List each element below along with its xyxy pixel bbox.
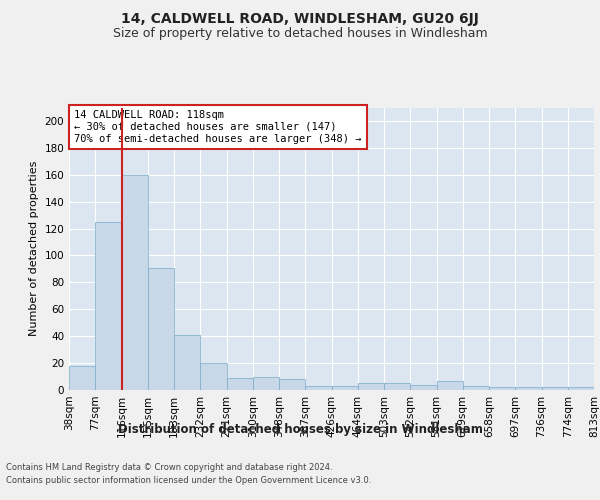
Text: 14, CALDWELL ROAD, WINDLESHAM, GU20 6JJ: 14, CALDWELL ROAD, WINDLESHAM, GU20 6JJ [121, 12, 479, 26]
Bar [384, 384, 410, 390]
Bar [331, 386, 358, 390]
Bar [515, 388, 542, 390]
Bar [568, 388, 594, 390]
Bar [227, 378, 253, 390]
Text: 14 CALDWELL ROAD: 118sqm
← 30% of detached houses are smaller (147)
70% of semi-: 14 CALDWELL ROAD: 118sqm ← 30% of detach… [74, 110, 362, 144]
Bar [279, 379, 305, 390]
Bar [305, 386, 331, 390]
Bar [69, 366, 95, 390]
Bar [121, 175, 148, 390]
Text: Contains HM Land Registry data © Crown copyright and database right 2024.: Contains HM Land Registry data © Crown c… [6, 462, 332, 471]
Bar [148, 268, 174, 390]
Bar [463, 386, 489, 390]
Bar [542, 388, 568, 390]
Bar [253, 376, 279, 390]
Text: Contains public sector information licensed under the Open Government Licence v3: Contains public sector information licen… [6, 476, 371, 485]
Bar [410, 384, 437, 390]
Bar [489, 388, 515, 390]
Text: Size of property relative to detached houses in Windlesham: Size of property relative to detached ho… [113, 28, 487, 40]
Bar [437, 380, 463, 390]
Bar [358, 384, 384, 390]
Bar [174, 335, 200, 390]
Text: Distribution of detached houses by size in Windlesham: Distribution of detached houses by size … [118, 422, 482, 436]
Bar [200, 363, 227, 390]
Bar [95, 222, 121, 390]
Y-axis label: Number of detached properties: Number of detached properties [29, 161, 39, 336]
